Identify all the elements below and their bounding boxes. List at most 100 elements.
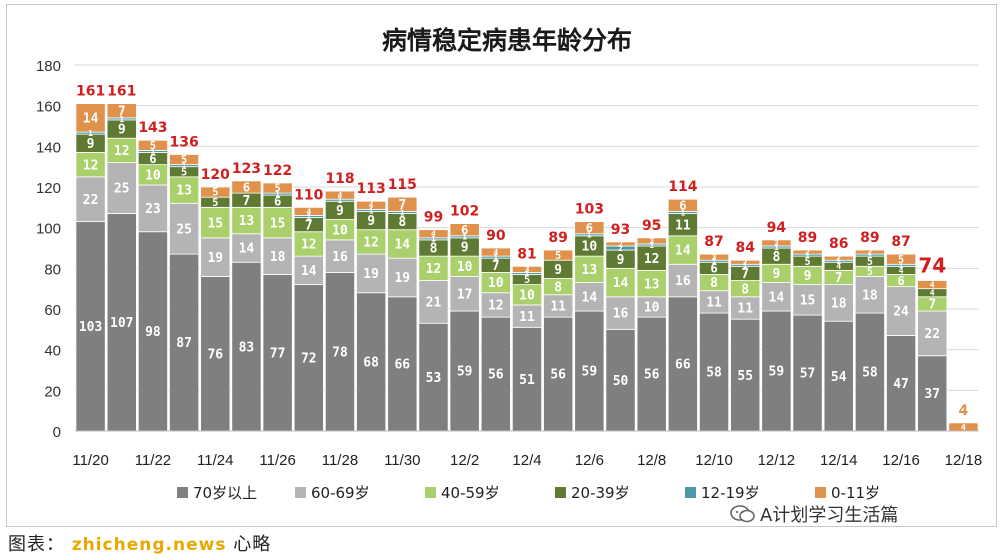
bar-total-label: 118 <box>325 171 354 187</box>
segment-value-label: 4 <box>899 265 904 275</box>
bar-total-label: 120 <box>201 167 230 183</box>
segment-value-label: 5 <box>181 155 187 166</box>
segment-value-label: 2 <box>618 244 623 253</box>
bar-segment <box>636 245 667 271</box>
segment-value-label: 9 <box>554 263 562 278</box>
bar-total-label: 110 <box>294 187 323 203</box>
segment-value-label: 8 <box>554 280 562 295</box>
segment-value-label: 14 <box>769 290 785 305</box>
bar-total-label: 122 <box>263 163 292 179</box>
legend-label: 0-11岁 <box>831 484 880 502</box>
bar-segment <box>356 200 387 210</box>
bar-segment <box>761 239 792 247</box>
segment-value-label: 6 <box>897 274 904 288</box>
segment-value-label: 9 <box>804 269 812 284</box>
legend-label: 12-19岁 <box>701 484 760 502</box>
segment-value-label: 55 <box>737 369 753 384</box>
bar-segment <box>169 176 200 204</box>
segment-value-label: 66 <box>394 358 410 373</box>
y-tick-label: 0 <box>53 424 61 441</box>
segment-value-label: 14 <box>83 112 99 127</box>
segment-value-label: 8 <box>772 250 780 265</box>
segment-value-label: 83 <box>239 340 255 355</box>
bar-segment <box>169 202 200 255</box>
segment-value-label: 16 <box>675 274 691 289</box>
legend-swatch <box>555 487 566 498</box>
bar-total-label: 84 <box>735 240 755 256</box>
segment-value-label: 19 <box>363 267 379 282</box>
bar-segment <box>449 276 480 312</box>
segment-value-label: 8 <box>741 282 749 297</box>
segment-value-label: 56 <box>644 368 660 383</box>
segment-value-label: 21 <box>426 296 442 311</box>
segment-value-label: 1 <box>462 233 467 242</box>
segment-value-label: 24 <box>893 305 909 320</box>
x-tick-label: 12/2 <box>450 452 479 469</box>
bar-segment <box>511 265 543 273</box>
segment-value-label: 11 <box>519 310 535 325</box>
legend-label: 20-39岁 <box>571 484 630 502</box>
segment-value-label: 4 <box>493 247 498 257</box>
legend-swatch <box>815 487 826 498</box>
bar-segment <box>262 206 293 239</box>
bar-segment <box>231 206 262 235</box>
segment-value-label: 6 <box>149 152 156 166</box>
bar-segment <box>387 296 418 432</box>
segment-value-label: 4 <box>930 288 935 298</box>
bar-total-label: 86 <box>829 236 848 252</box>
segment-value-label: 1 <box>743 261 748 270</box>
segment-value-label: 1 <box>774 243 779 252</box>
bar-total-label: 95 <box>642 218 661 234</box>
x-tick-label: 11/22 <box>135 452 171 469</box>
bar-segment <box>418 229 449 239</box>
legend-swatch <box>295 487 306 498</box>
bar-segment <box>823 284 854 322</box>
segment-value-label: 47 <box>893 377 909 392</box>
segment-value-label: 4 <box>369 200 374 210</box>
bar-total-label: 74 <box>918 254 946 278</box>
segment-value-label: 14 <box>675 244 691 259</box>
y-tick-label: 160 <box>36 99 61 116</box>
segment-value-label: 3 <box>774 239 779 248</box>
segment-value-label: 68 <box>363 356 379 371</box>
segment-value-label: 59 <box>769 365 785 380</box>
bar-total-label: 161 <box>107 84 136 100</box>
bar-segment <box>200 186 231 198</box>
segment-value-label: 12 <box>363 236 379 251</box>
bar-segment <box>698 253 730 261</box>
bar-segment <box>387 257 418 298</box>
segment-value-label: 58 <box>706 366 722 381</box>
x-tick-label: 12/10 <box>695 452 733 469</box>
bar-segment <box>137 139 168 151</box>
segment-value-label: 23 <box>145 202 161 217</box>
segment-value-label: 14 <box>582 290 598 305</box>
segment-value-label: 12 <box>83 158 99 173</box>
bar-segment <box>917 310 948 357</box>
bar-segment <box>137 231 168 432</box>
segment-value-label: 5 <box>898 255 904 266</box>
segment-value-label: 16 <box>613 307 629 322</box>
bar-total-label: 103 <box>575 202 604 218</box>
segment-value-label: 19 <box>394 271 410 286</box>
segment-value-label: 1 <box>431 235 436 244</box>
segment-value-label: 1 <box>493 253 498 262</box>
bar-segment <box>917 280 948 290</box>
bar-segment <box>574 221 605 235</box>
segment-value-label: 12 <box>644 252 660 267</box>
bar-total-label: 89 <box>860 230 879 246</box>
segment-value-label: 11 <box>737 302 753 317</box>
segment-value-label: 2 <box>867 248 872 257</box>
segment-value-label: 10 <box>644 301 660 316</box>
segment-value-label: 3 <box>649 237 654 246</box>
wechat-account-name: A计划学习生活篇 <box>760 505 899 526</box>
x-tick-label: 12/14 <box>820 452 858 469</box>
bar-segment <box>418 255 449 281</box>
segment-value-label: 1 <box>275 190 280 199</box>
segment-value-label: 3 <box>712 253 717 262</box>
segment-value-label: 1 <box>88 129 93 138</box>
bar-segment <box>667 198 698 212</box>
bar-segment <box>324 190 356 200</box>
segment-value-label: 1 <box>182 162 187 171</box>
segment-value-label: 10 <box>519 288 535 303</box>
segment-value-label: 59 <box>582 365 598 380</box>
